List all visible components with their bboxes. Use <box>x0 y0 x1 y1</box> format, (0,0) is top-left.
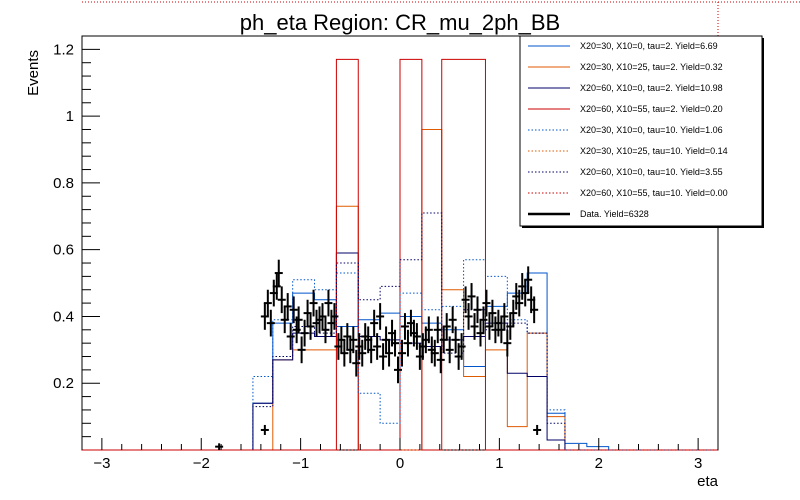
data-point <box>274 259 283 287</box>
data-point <box>277 286 286 314</box>
data-point <box>533 424 542 435</box>
x-tick-label: 0 <box>396 455 404 472</box>
x-tick-label: 3 <box>694 455 702 472</box>
data-point <box>461 286 470 314</box>
data-point <box>515 289 524 317</box>
legend-entry: Data. Yield=6328 <box>580 209 649 219</box>
data-point <box>430 339 439 367</box>
data-point <box>373 333 382 360</box>
data-point <box>464 303 473 330</box>
x-tick-label: −1 <box>292 455 309 472</box>
data-point <box>358 339 367 367</box>
legend-entry: X20=60, X10=0, tau=2. Yield=10.98 <box>580 83 723 93</box>
data-point <box>263 289 272 317</box>
legend-entry: X20=60, X10=0, tau=10. Yield=3.55 <box>580 167 723 177</box>
data-point <box>424 316 433 344</box>
x-axis: −3 −2 −1 0 1 2 3 <box>81 438 719 472</box>
data-point <box>500 303 509 330</box>
data-point <box>470 313 479 340</box>
y-axis-title: Events <box>25 50 42 96</box>
data-point <box>379 343 388 370</box>
data-point <box>297 336 306 364</box>
data-point <box>300 319 309 347</box>
data-point <box>391 329 400 357</box>
data-point <box>289 296 298 324</box>
data-point <box>451 326 460 354</box>
data-point <box>286 323 295 350</box>
data-point <box>394 356 403 384</box>
legend-entry: X20=30, X10=0, tau=2. Yield=6.69 <box>580 41 718 51</box>
legend-entry: X20=60, X10=55, tau=10. Yield=0.00 <box>580 188 728 198</box>
data-point <box>509 299 518 327</box>
data-point <box>473 296 482 324</box>
data-point <box>215 443 224 450</box>
y-tick-label: 0.6 <box>53 242 74 259</box>
data-point <box>352 349 361 377</box>
legend-entry: X20=30, X10=0, tau=10. Yield=1.06 <box>580 125 723 135</box>
data-point <box>433 316 442 344</box>
y-tick-label: 1.2 <box>53 41 74 58</box>
y-tick-label: 0.8 <box>53 175 74 192</box>
data-point <box>340 339 349 367</box>
data-point <box>321 316 330 344</box>
data-point <box>367 336 376 364</box>
data-point <box>309 289 318 317</box>
data-point <box>400 313 409 340</box>
y-tick-label: 0.2 <box>53 375 74 392</box>
data-point <box>503 329 512 357</box>
x-tick-label: −2 <box>193 455 210 472</box>
x-tick-label: 2 <box>595 455 603 472</box>
data-point <box>266 309 275 337</box>
x-tick-label: 1 <box>495 455 503 472</box>
data-point <box>445 336 454 364</box>
legend: X20=30, X10=0, tau=2. Yield=6.69 X20=30, … <box>519 35 764 228</box>
chart-title: ph_eta Region: CR_mu_2ph_BB <box>240 10 560 35</box>
data-point <box>370 309 379 337</box>
plot-area <box>81 35 719 451</box>
data-point <box>376 303 385 330</box>
data-point <box>479 306 488 334</box>
data-point <box>530 296 539 324</box>
data-point <box>403 329 412 357</box>
data-point <box>524 266 533 294</box>
data-point <box>488 299 497 327</box>
data-point <box>260 424 269 435</box>
data-point <box>467 283 476 310</box>
data-point <box>283 293 292 320</box>
data-point <box>294 306 303 334</box>
data-point <box>442 313 451 340</box>
x-axis-title: eta <box>697 473 719 490</box>
data-point <box>412 323 421 350</box>
legend-box <box>519 35 763 227</box>
x-tick-label: −3 <box>93 455 110 472</box>
y-axis: 0.2 0.4 0.6 0.8 1 1.2 <box>53 41 100 438</box>
legend-entry: X20=60, X10=55, tau=2. Yield=0.20 <box>580 104 723 114</box>
data-point <box>448 306 457 334</box>
data-point <box>349 326 358 354</box>
data-point <box>330 303 339 330</box>
data-point <box>457 333 466 360</box>
data-point <box>482 289 491 317</box>
data-point <box>306 313 315 340</box>
legend-entry: X20=30, X10=25, tau=2. Yield=0.32 <box>580 62 723 72</box>
y-tick-label: 0.4 <box>53 308 74 325</box>
data-point <box>385 339 394 367</box>
data-point <box>436 346 445 374</box>
y-tick-label: 1 <box>66 108 74 125</box>
data-point <box>397 339 406 367</box>
data-point <box>324 289 333 317</box>
legend-entry: X20=30, X10=25, tau=10. Yield=0.14 <box>580 146 728 156</box>
